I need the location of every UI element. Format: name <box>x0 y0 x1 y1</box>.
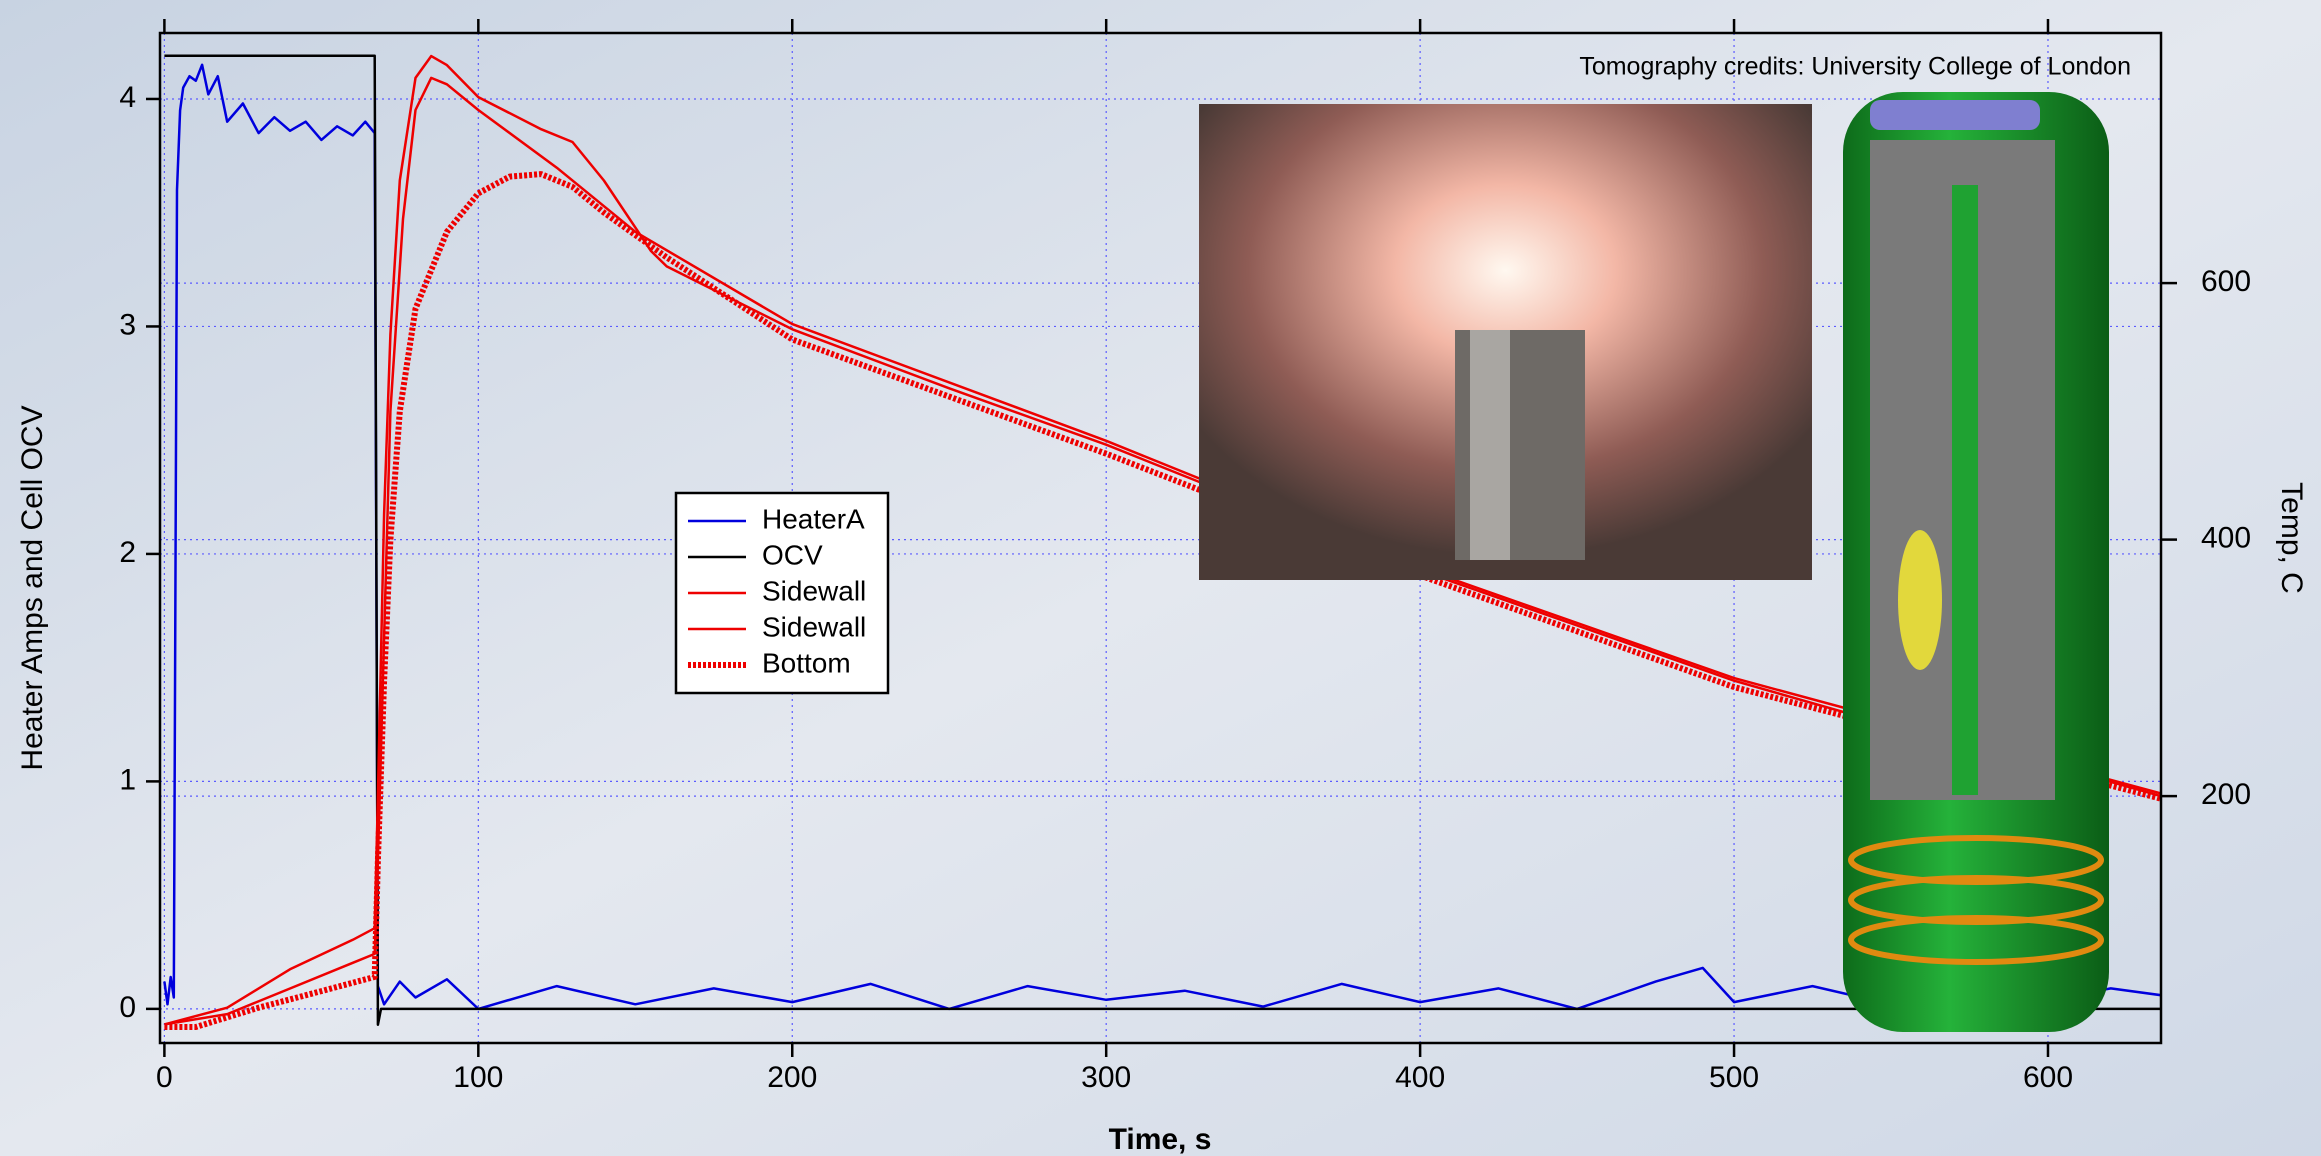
y-tick-label: 0 <box>119 991 136 1024</box>
y-tick-label: 1 <box>119 763 136 796</box>
photo-inset <box>1199 104 1812 580</box>
plot-frame <box>158 31 2163 1045</box>
x-tick-label: 200 <box>767 1061 817 1094</box>
legend: HeaterA OCV Sidewall Sidewall Bottom <box>674 491 890 695</box>
x-tick-label: 600 <box>2023 1061 2073 1094</box>
y-axis-title: Heater Amps and Cell OCV <box>16 405 49 770</box>
cell-tomography <box>1843 92 2109 1032</box>
series-line <box>163 63 2162 1011</box>
x-tick-label: 0 <box>156 1061 173 1094</box>
legend-label: OCV <box>762 539 823 570</box>
cell-wire <box>1848 875 2104 925</box>
legend-label: HeaterA <box>762 503 865 534</box>
series-line <box>164 171 2162 1030</box>
annotation: Tomography credits: University College o… <box>1579 53 2131 81</box>
cell-wire <box>1848 835 2104 885</box>
series-line <box>164 76 2162 1026</box>
legend-label: Sidewall <box>762 611 866 642</box>
legend-label: Bottom <box>762 647 851 678</box>
x-tick-label: 500 <box>1709 1061 1759 1094</box>
x-axis-title: Time, s <box>1109 1123 1212 1156</box>
plot-data <box>163 54 2162 1030</box>
x-tick-label: 300 <box>1081 1061 1131 1094</box>
y-tick-label: 4 <box>119 81 136 114</box>
y2-tick-label: 200 <box>2201 778 2251 811</box>
y2-tick-label: 400 <box>2201 522 2251 555</box>
y-tick-label: 2 <box>119 536 136 569</box>
cell-mandrel <box>1952 185 1978 795</box>
cell-cap <box>1870 100 2040 130</box>
y2-axis-title: Temp, C <box>2275 482 2308 594</box>
photo-highlight <box>1470 330 1510 560</box>
cell-wire <box>1848 915 2104 965</box>
cell-defect <box>1898 530 1942 670</box>
legend-label: Sidewall <box>762 575 866 606</box>
axes: 0 100 200 300 400 500 600 0 1 2 3 4 200 400 600 <box>119 19 2251 1094</box>
y-tick-label: 3 <box>119 308 136 341</box>
x-tick-label: 400 <box>1395 1061 1445 1094</box>
x-tick-label: 100 <box>453 1061 503 1094</box>
y2-tick-label: 600 <box>2201 265 2251 298</box>
